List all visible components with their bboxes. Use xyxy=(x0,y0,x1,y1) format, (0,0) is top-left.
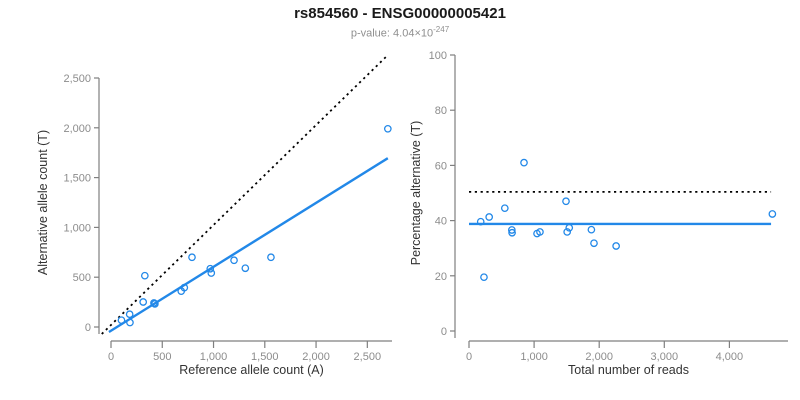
y-tick-label: 100 xyxy=(429,50,447,62)
data-point xyxy=(206,264,215,273)
data-point xyxy=(480,273,488,282)
y-tick-label: 2,500 xyxy=(63,73,91,85)
y-tick-label: 20 xyxy=(435,271,447,283)
x-tick-label: 1,000 xyxy=(200,351,228,363)
y-tick-label: 1,500 xyxy=(63,173,91,185)
y-tick-label: 0 xyxy=(85,322,91,334)
y-tick-label: 0 xyxy=(441,326,447,338)
x-tick-label: 500 xyxy=(153,351,171,363)
x-tick-label: 2,000 xyxy=(585,351,613,363)
x-tick-label: 0 xyxy=(466,351,472,363)
data-point xyxy=(383,124,392,133)
page-title: rs854560 - ENSG00000005421 xyxy=(294,5,506,22)
y-tick-label: 80 xyxy=(435,105,447,117)
y-tick-label: 1,000 xyxy=(63,222,91,234)
y-tick-label: 2,000 xyxy=(63,123,91,135)
x-tick-label: 3,000 xyxy=(651,351,679,363)
data-point xyxy=(241,264,250,273)
data-point xyxy=(180,283,189,292)
regression-line xyxy=(108,157,389,333)
x-tick-label: 4,000 xyxy=(716,351,744,363)
x-tick-label: 0 xyxy=(108,351,114,363)
data-point xyxy=(207,269,216,277)
data-point xyxy=(126,318,134,327)
data-point xyxy=(476,217,485,226)
y-axis-label: Percentage alternative (T) xyxy=(409,121,423,266)
identity-line xyxy=(101,55,388,335)
x-tick-label: 1,500 xyxy=(251,351,279,363)
data-point xyxy=(536,228,544,236)
data-point xyxy=(768,210,777,218)
x-tick-label: 1,000 xyxy=(520,351,548,363)
x-axis-label: Reference allele count (A) xyxy=(179,363,324,377)
y-tick-label: 500 xyxy=(73,272,91,284)
data-point xyxy=(612,242,620,250)
data-point xyxy=(562,197,570,206)
p-value-label: p-value: xyxy=(350,27,394,40)
data-point xyxy=(485,213,494,221)
data-point xyxy=(563,228,572,236)
data-point xyxy=(140,271,149,280)
data-point xyxy=(267,253,275,262)
data-point xyxy=(587,225,596,234)
x-tick-label: 2,500 xyxy=(354,351,382,363)
data-point xyxy=(508,228,516,237)
data-point xyxy=(507,226,516,234)
right-scatter-panel: 0 20 40 60 80 100 0 1,000 2,000 3,000 4,000 Percent… xyxy=(409,50,788,377)
data-point xyxy=(117,316,126,325)
data-point xyxy=(125,310,134,319)
data-point xyxy=(500,204,509,213)
data-point xyxy=(188,253,196,262)
x-axis-label: Total number of reads xyxy=(568,363,689,377)
y-tick-label: 40 xyxy=(435,216,447,228)
data-point xyxy=(520,158,528,167)
data-point xyxy=(151,300,159,308)
data-point xyxy=(565,223,574,232)
p-value-mantissa: 4.04×10 xyxy=(393,27,434,40)
p-value-exponent: -247 xyxy=(433,25,450,34)
left-scatter-panel: 0 500 1,000 1,500 2,000 2,500 0 500 1,000 1,500 2,… xyxy=(36,55,392,377)
y-axis-label: Alternative allele count (T) xyxy=(36,130,50,275)
p-value-subtitle: p-value: 4.04×10-247 xyxy=(0,25,800,40)
data-point xyxy=(139,298,148,306)
y-tick-label: 60 xyxy=(435,160,447,172)
data-point xyxy=(230,256,238,265)
data-point xyxy=(150,299,158,307)
x-tick-label: 2,000 xyxy=(302,351,330,363)
data-point xyxy=(590,239,598,248)
